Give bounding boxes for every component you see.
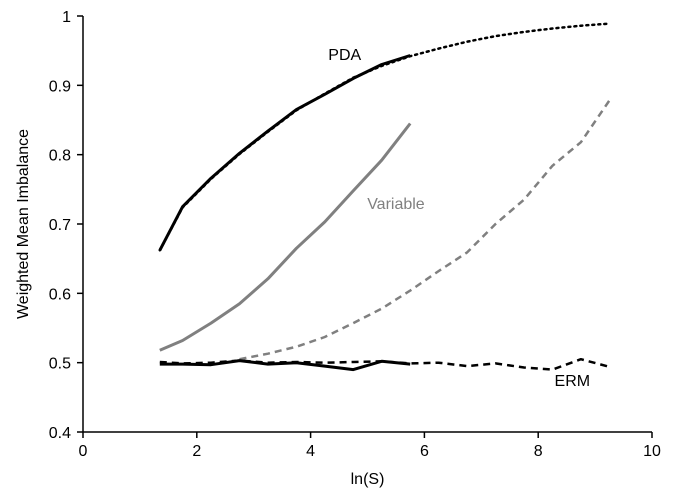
y-tick-label: 0.6 xyxy=(49,286,71,303)
series-line-1-dotted xyxy=(158,22,611,252)
x-tick-label: 4 xyxy=(306,443,315,460)
x-tick-label: 8 xyxy=(534,443,543,460)
annotation-erm: ERM xyxy=(555,373,591,390)
series-line-5-solid xyxy=(159,359,411,372)
annotation-variable: Variable xyxy=(367,196,425,213)
series-line-3-dashed xyxy=(239,99,611,361)
y-tick-label: 0.5 xyxy=(49,356,71,373)
x-tick-label: 0 xyxy=(79,443,88,460)
y-tick-label: 0.7 xyxy=(49,217,71,234)
series-lines xyxy=(158,22,611,372)
x-axis-title: ln(S) xyxy=(351,471,385,488)
y-tick-label: 0.8 xyxy=(49,148,71,165)
series-line-2-solid xyxy=(159,122,412,352)
y-axis-title: Weighted Mean Imbalance xyxy=(15,129,32,319)
annotation-pda: PDA xyxy=(328,47,361,64)
x-tick-label: 10 xyxy=(643,443,661,460)
x-tick-label: 6 xyxy=(420,443,429,460)
chart-labels: 0 2 4 6 8 10 0.4 0.5 0.6 0.7 0.8 0.9 1 ln(S) Weighted … xyxy=(15,9,661,488)
axes xyxy=(77,15,653,438)
y-tick-label: 0.9 xyxy=(49,78,71,95)
y-tick-label: 1 xyxy=(62,9,71,26)
y-tick-label: 0.4 xyxy=(49,425,71,442)
series-line-0-solid xyxy=(158,54,411,251)
x-tick-label: 2 xyxy=(192,443,201,460)
